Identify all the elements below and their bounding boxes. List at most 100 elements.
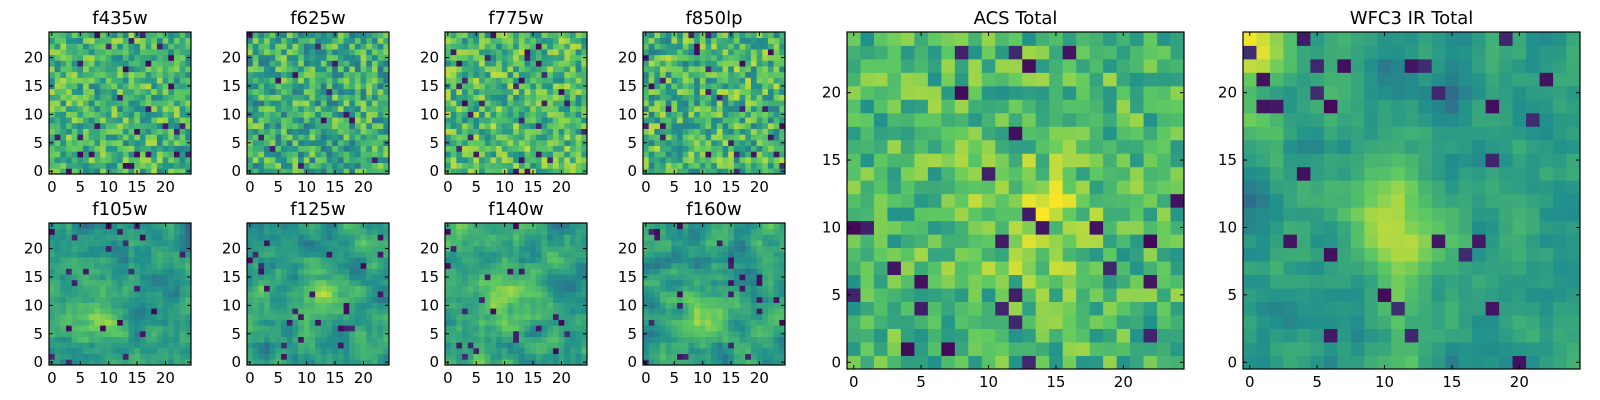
heatmap-cell — [360, 94, 367, 101]
heatmap-cell — [315, 223, 322, 230]
heatmap-cell — [298, 302, 305, 309]
heatmap-cell — [456, 330, 463, 337]
heatmap-cell — [337, 151, 344, 158]
heatmap-cell — [779, 145, 786, 152]
heatmap-cell — [83, 342, 90, 349]
heatmap-cell — [467, 162, 474, 169]
heatmap-cell — [303, 49, 310, 56]
heatmap-cell — [490, 77, 497, 84]
heatmap-cell — [179, 228, 186, 235]
heatmap-cell — [739, 162, 746, 169]
heatmap-cell — [151, 336, 158, 343]
heatmap-cell — [773, 134, 780, 141]
heatmap-cell — [660, 111, 667, 118]
heatmap-cell — [383, 71, 390, 78]
heatmap-cell — [377, 302, 384, 309]
heatmap-cell — [343, 71, 350, 78]
heatmap-cell — [303, 105, 310, 112]
heatmap-cell — [552, 134, 559, 141]
heatmap-cell — [456, 336, 463, 343]
heatmap-cell — [501, 347, 508, 355]
heatmap-cell — [496, 43, 503, 50]
heatmap-cell — [315, 156, 322, 164]
heatmap-cell — [677, 285, 684, 292]
heatmap-cell — [134, 257, 141, 264]
heatmap-cell — [524, 71, 531, 78]
heatmap-cell — [467, 347, 474, 355]
heatmap-cell — [660, 122, 667, 129]
heatmap-cell — [445, 122, 452, 129]
heatmap-cell — [513, 223, 520, 230]
y-tick-label: 0 — [231, 162, 241, 180]
heatmap-cell — [292, 285, 299, 292]
heatmap-cell — [105, 313, 112, 320]
heatmap-cell — [105, 274, 112, 281]
heatmap-cell — [665, 302, 672, 309]
heatmap-cell — [366, 145, 373, 152]
heatmap-cell — [462, 347, 469, 355]
heatmap-cell — [185, 262, 192, 269]
heatmap-cell — [371, 134, 379, 141]
heatmap-cell — [671, 111, 678, 118]
heatmap-cell — [654, 100, 661, 107]
heatmap-cell — [513, 111, 520, 118]
heatmap-cell — [564, 128, 571, 135]
heatmap-cell — [77, 268, 84, 275]
heatmap-cell — [484, 49, 491, 56]
heatmap-cell — [258, 325, 265, 332]
heatmap-cell — [501, 145, 508, 152]
heatmap-cell — [564, 60, 571, 67]
heatmap-cell — [773, 291, 780, 298]
heatmap-cell — [83, 274, 90, 281]
heatmap-cell — [281, 245, 288, 252]
heatmap-cell — [343, 60, 350, 67]
heatmap-cell — [473, 285, 480, 292]
heatmap-cell — [462, 111, 469, 118]
heatmap-cell — [501, 88, 508, 95]
heatmap-cell — [326, 77, 333, 84]
heatmap-cell — [83, 234, 90, 241]
heatmap-cell — [377, 245, 384, 252]
heatmap-cell — [575, 162, 582, 169]
heatmap-cell — [371, 43, 379, 50]
heatmap-cell — [337, 325, 344, 332]
heatmap-cell — [575, 234, 582, 241]
panel-title: f140w — [488, 199, 543, 220]
heatmap-cell — [773, 139, 780, 146]
heatmap-cell — [151, 94, 158, 101]
heatmap-cell — [694, 330, 701, 337]
heatmap-cell — [501, 285, 508, 292]
heatmap-cell — [762, 291, 769, 298]
heatmap-cell — [349, 100, 356, 107]
heatmap-cell — [767, 88, 775, 95]
heatmap-cell — [54, 66, 61, 73]
heatmap-cell — [54, 308, 61, 315]
heatmap-cell — [558, 100, 565, 107]
heatmap-cell — [739, 336, 746, 343]
heatmap-cell — [564, 151, 571, 158]
heatmap-cell — [762, 325, 769, 332]
heatmap-cell — [479, 49, 486, 56]
heatmap-cell — [479, 105, 486, 112]
heatmap-cell — [315, 111, 322, 118]
heatmap-cell — [281, 49, 288, 56]
heatmap-cell — [145, 37, 152, 44]
heatmap-cell — [286, 325, 293, 332]
heatmap-cell — [467, 353, 474, 360]
heatmap-cell — [699, 313, 706, 320]
heatmap-cell — [716, 66, 723, 73]
heatmap-cell — [699, 285, 706, 292]
heatmap-cell — [156, 342, 163, 349]
heatmap-cell — [705, 156, 712, 164]
heatmap-cell — [479, 347, 486, 355]
heatmap-cell — [665, 325, 672, 332]
y-tick-label: 5 — [33, 134, 43, 152]
heatmap-cell — [518, 100, 525, 107]
heatmap-cell — [309, 134, 316, 141]
heatmap-cell — [145, 228, 152, 235]
heatmap-cell — [575, 325, 582, 332]
heatmap-cell — [122, 151, 129, 158]
heatmap-cell — [479, 94, 486, 101]
heatmap-cell — [139, 134, 146, 141]
